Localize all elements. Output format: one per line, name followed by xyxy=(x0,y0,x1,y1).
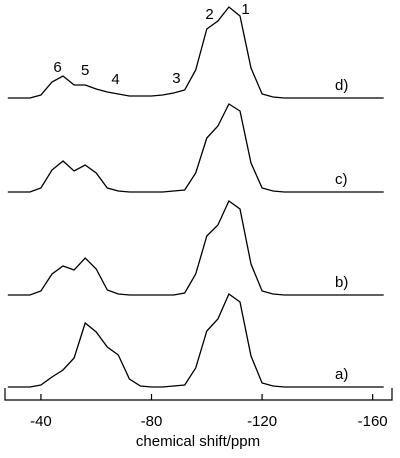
spectrum-trace xyxy=(7,293,384,388)
x-tick-label: -40 xyxy=(30,413,52,430)
peak-label: 2 xyxy=(205,6,213,23)
peak-label: 1 xyxy=(241,1,249,18)
spectrum-trace xyxy=(7,6,384,99)
peak-label: 6 xyxy=(53,59,61,76)
series-label: b) xyxy=(335,274,348,291)
x-tick-label: -80 xyxy=(141,413,163,430)
peak-label: 3 xyxy=(172,70,180,87)
x-tick-label: -160 xyxy=(358,413,388,430)
axis-frame xyxy=(4,388,393,401)
x-tick-label: -120 xyxy=(247,413,277,430)
series-label: d) xyxy=(335,77,348,94)
x-axis-label: chemical shift/ppm xyxy=(136,433,260,450)
peak-label: 5 xyxy=(81,62,89,79)
peak-label: 4 xyxy=(111,71,119,88)
series-label: c) xyxy=(335,171,348,188)
spectrum-trace xyxy=(7,103,384,193)
spectrum-trace xyxy=(7,200,384,296)
series-label: a) xyxy=(335,366,348,383)
